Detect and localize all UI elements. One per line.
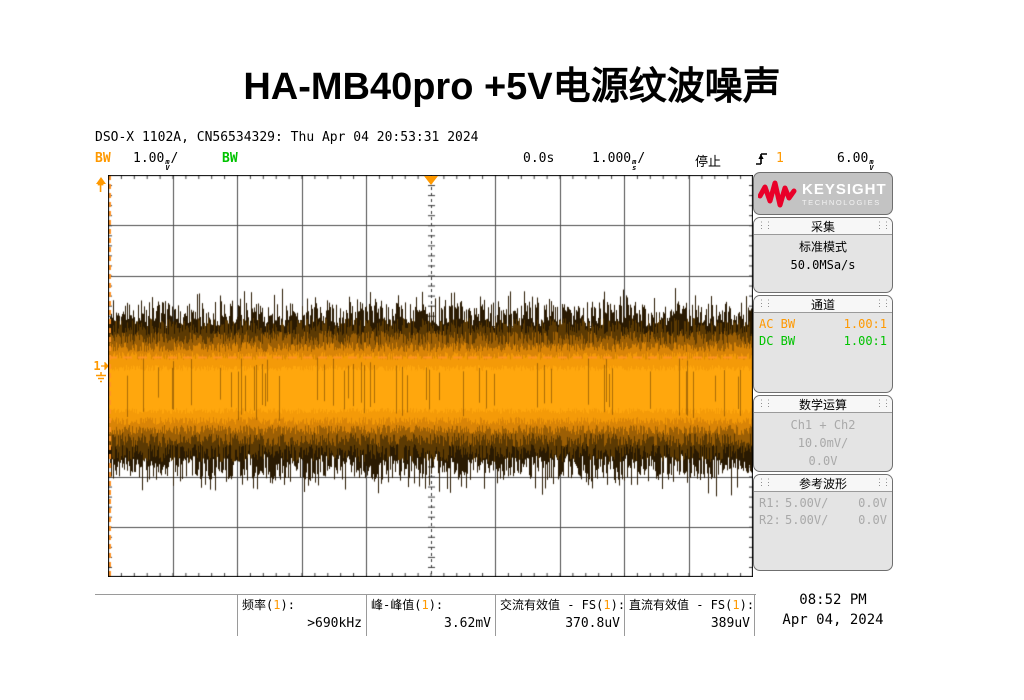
acquire-mode: 标准模式 xyxy=(798,240,847,254)
clock-date: Apr 04, 2024 xyxy=(782,612,884,628)
trigger-time-marker xyxy=(424,176,438,185)
ch1-coupling-row: AC BW 1.00:1 xyxy=(759,317,887,331)
scope-sidebar: KEYSIGHT TECHNOLOGIES ⋮⋮ 采集 ⋮⋮ 标准模式 50.0… xyxy=(753,172,893,576)
ch2-bw-badge: BW xyxy=(222,151,238,166)
grip-icon: ⋮⋮ xyxy=(875,220,891,231)
reference-panel: ⋮⋮ 参考波形 ⋮⋮ R1: 5.00V/ 0.0V R2: 5.00V/ 0.… xyxy=(753,474,893,571)
grip-icon: ⋮⋮ xyxy=(757,298,773,309)
waveform-display-area: T 1 xyxy=(93,175,753,577)
math-scale: 10.0mV/ xyxy=(797,436,849,450)
math-panel: ⋮⋮ 数学运算 ⋮⋮ Ch1 + Ch2 10.0mV/ 0.0V xyxy=(753,395,893,472)
measurement-frequency: 频率(1): >690kHz xyxy=(237,595,366,636)
reference-menu-header[interactable]: ⋮⋮ 参考波形 ⋮⋮ xyxy=(754,475,892,492)
math-expression: Ch1 + Ch2 xyxy=(790,418,856,432)
oscilloscope-screenshot: DSO-X 1102A, CN56534329: Thu Apr 04 20:5… xyxy=(93,130,910,640)
arrow-right-icon xyxy=(100,361,109,371)
system-clock: 08:52 PM Apr 04, 2024 xyxy=(758,590,908,630)
clock-time: 08:52 PM xyxy=(799,592,867,608)
ground-icon xyxy=(95,372,106,383)
trigger-edge-icon xyxy=(755,151,768,168)
keysight-logo-icon xyxy=(758,180,797,207)
waveform-plot xyxy=(108,175,753,577)
channel-panel: ⋮⋮ 通道 ⋮⋮ AC BW 1.00:1 DC BW 1.00:1 xyxy=(753,295,893,393)
keysight-sub-text: TECHNOLOGIES xyxy=(802,197,881,207)
measurement-bar: 频率(1): >690kHz 峰-峰值(1): 3.62mV 交流有效值 - F… xyxy=(95,594,756,636)
marker-gutter: T 1 xyxy=(93,175,109,577)
grip-icon: ⋮⋮ xyxy=(875,298,891,309)
keysight-logo: KEYSIGHT TECHNOLOGIES xyxy=(753,172,893,215)
ref1-row: R1: 5.00V/ 0.0V xyxy=(759,496,887,510)
math-offset: 0.0V xyxy=(808,454,838,468)
measurement-ac-rms: 交流有效值 - FS(1): 370.8uV xyxy=(495,595,625,636)
measurement-peak-peak: 峰-峰值(1): 3.62mV xyxy=(366,595,495,636)
ref2-row: R2: 5.00V/ 0.0V xyxy=(759,513,887,527)
page-title: HA-MB40pro +5V电源纹波噪声 xyxy=(243,66,781,108)
channel-menu-header[interactable]: ⋮⋮ 通道 ⋮⋮ xyxy=(754,296,892,313)
time-offset-readout: 0.0s xyxy=(523,151,555,166)
acquire-panel: ⋮⋮ 采集 ⋮⋮ 标准模式 50.0MSa/s xyxy=(753,217,893,293)
arrow-up-icon xyxy=(95,177,106,184)
ch1-bw-badge: BW xyxy=(95,151,111,166)
keysight-brand-text: KEYSIGHT xyxy=(802,180,887,198)
grip-icon: ⋮⋮ xyxy=(875,477,891,488)
scope-status-bar: BW 1.00 m V / BW 0.0s 1.000 m s / 停止 1 6.00 m V xyxy=(95,151,910,172)
math-menu-header[interactable]: ⋮⋮ 数学运算 ⋮⋮ xyxy=(754,396,892,413)
scope-model-header: DSO-X 1102A, CN56534329: Thu Apr 04 20:5… xyxy=(95,130,479,145)
ch2-coupling-row: DC BW 1.00:1 xyxy=(759,334,887,348)
grip-icon: ⋮⋮ xyxy=(757,477,773,488)
timebase-readout: 1.000 m s / xyxy=(592,151,646,172)
grip-icon: ⋮⋮ xyxy=(757,220,773,231)
sample-rate: 50.0MSa/s xyxy=(790,258,856,272)
grip-icon: ⋮⋮ xyxy=(875,398,891,409)
run-state-badge: 停止 xyxy=(695,155,722,170)
trigger-level-readout: 6.00 m V xyxy=(837,151,874,172)
trigger-level-offscreen-marker: T xyxy=(94,177,107,194)
measurement-bar-spacer xyxy=(95,595,237,636)
ch1-ground-marker: 1 xyxy=(93,360,109,385)
grip-icon: ⋮⋮ xyxy=(757,398,773,409)
measurement-dc-rms: 直流有效值 - FS(1): 389uV xyxy=(624,595,755,636)
ch1-scale-readout: 1.00 m V / xyxy=(133,151,179,172)
acquire-menu-header[interactable]: ⋮⋮ 采集 ⋮⋮ xyxy=(754,218,892,235)
trigger-source-readout: 1 xyxy=(776,151,784,166)
